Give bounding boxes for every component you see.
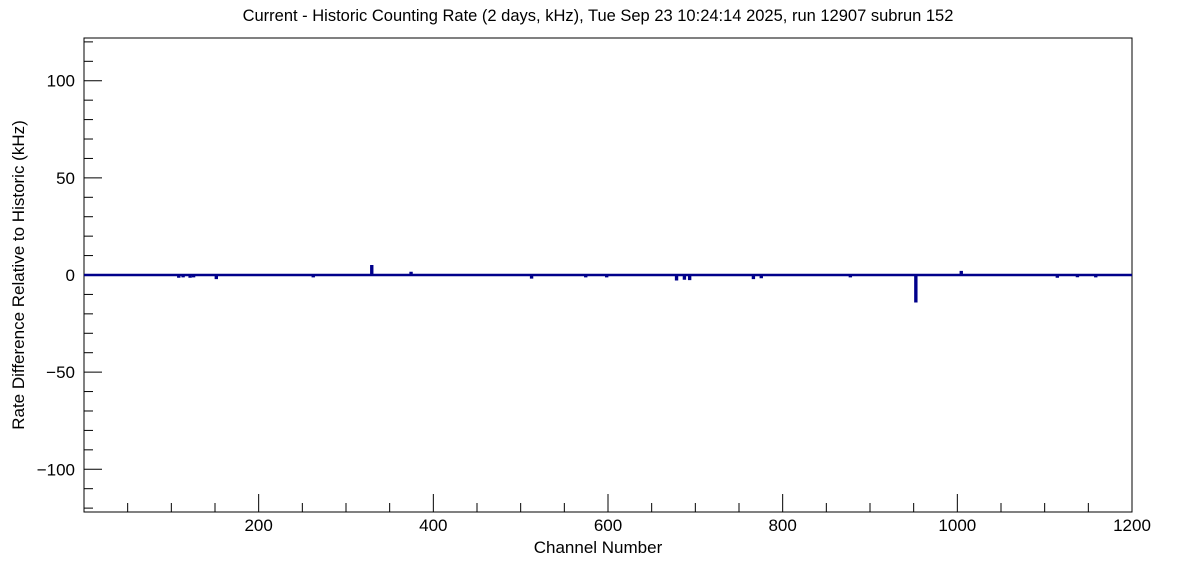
y-axis-title: Rate Difference Relative to Historic (kH… [9, 120, 28, 430]
x-axis-title: Channel Number [534, 538, 663, 557]
y-tick-label: −100 [37, 460, 75, 479]
x-tick-label: 400 [419, 516, 447, 535]
chart-title: Current - Historic Counting Rate (2 days… [243, 7, 954, 25]
y-tick-label: −50 [46, 363, 75, 382]
series-line [84, 265, 1132, 303]
y-tick-label: 100 [47, 72, 75, 91]
x-axis-ticks [127, 494, 1133, 512]
x-tick-label: 600 [594, 516, 622, 535]
rate-difference-series [84, 265, 1132, 303]
x-axis-tick-labels: 200 400 600 800 1000 1200 [244, 516, 1150, 535]
x-tick-label: 1000 [938, 516, 976, 535]
y-tick-label: 50 [56, 169, 75, 188]
x-tick-label: 1200 [1113, 516, 1151, 535]
y-tick-label: 0 [66, 266, 75, 285]
y-axis-tick-labels: 100 50 0 −50 −100 [37, 72, 75, 480]
x-tick-label: 200 [244, 516, 272, 535]
x-tick-label: 800 [768, 516, 796, 535]
